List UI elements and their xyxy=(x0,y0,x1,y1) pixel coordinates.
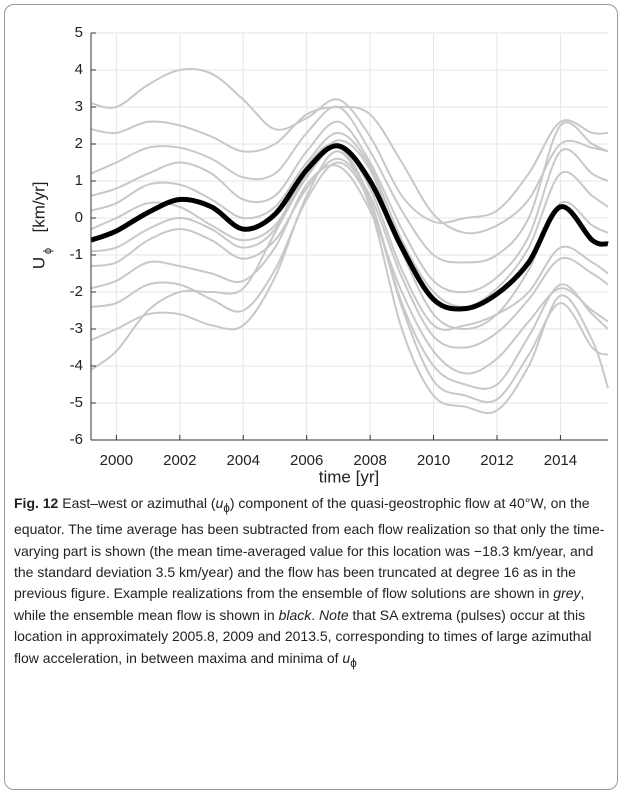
series-line xyxy=(90,143,609,312)
caption-symbol-sub: ϕ xyxy=(223,501,230,515)
caption-text: , while the ensemble mean flow is shown … xyxy=(14,585,585,623)
x-tick-label: 2000 xyxy=(100,452,133,469)
y-tick-label: -3 xyxy=(70,320,83,337)
y-tick-label: 5 xyxy=(75,24,83,41)
y-axis-label: U xyxy=(29,257,48,269)
caption-emph: Note xyxy=(319,606,349,623)
caption-symbol: u xyxy=(342,649,351,666)
lines xyxy=(90,68,609,415)
caption-emph: black xyxy=(278,606,312,623)
y-tick-label: -4 xyxy=(70,357,83,374)
y-axis-label-group: U ϕ [km/yr] xyxy=(29,182,53,270)
series-line xyxy=(90,105,609,235)
x-tick-label: 2010 xyxy=(417,452,450,469)
series-line xyxy=(90,139,609,330)
y-tick-label: 3 xyxy=(75,98,83,115)
series-line xyxy=(90,150,609,415)
y-tick-label: 2 xyxy=(75,135,83,152)
x-tick-label: 2012 xyxy=(480,452,513,469)
series-line xyxy=(90,120,609,294)
series-line xyxy=(90,164,609,375)
caption-text: that SA extrema (pulses) occur at this l… xyxy=(14,606,592,666)
y-axis-label-sub: ϕ xyxy=(42,248,54,254)
caption-text: . xyxy=(311,606,320,623)
series-line xyxy=(90,68,609,224)
y-tick-label: 1 xyxy=(75,172,83,189)
series-line xyxy=(90,105,609,264)
caption-text: ) component of the quasi-geostrophic flo… xyxy=(14,495,605,602)
x-tick-label: 2004 xyxy=(227,452,260,469)
figure-frame xyxy=(4,4,618,790)
series-line xyxy=(90,131,609,308)
series-line xyxy=(90,146,609,390)
y-tick-label: -2 xyxy=(70,283,83,300)
caption-symbol-sub: ϕ xyxy=(350,656,357,670)
caption-emph: grey xyxy=(553,585,581,602)
caption-text: East–west or azimuthal ( xyxy=(58,495,216,511)
x-axis-label: time [yr] xyxy=(319,467,379,486)
x-tick-label: 2008 xyxy=(353,452,386,469)
caption-label: Fig. 12 xyxy=(14,495,59,511)
x-tick-label: 2014 xyxy=(544,452,577,469)
x-tick-label: 2006 xyxy=(290,452,323,469)
chart: -6 -5 -4 -3 -2 -1 0 1 2 3 4 5 2000 2002 2004 2006 2008 20… xyxy=(29,24,609,486)
caption: Fig. 12 East–west or azimuthal (uϕ) comp… xyxy=(14,493,612,674)
y-tick-label: -5 xyxy=(70,394,83,411)
y-tick-label: 0 xyxy=(75,209,83,226)
x-tick-label: 2002 xyxy=(163,452,196,469)
y-tick-label: 4 xyxy=(75,61,83,78)
caption-symbol: u xyxy=(215,495,224,511)
axes: -6 -5 -4 -3 -2 -1 0 1 2 3 4 5 2000 2002 2004 2006 2008 20… xyxy=(70,24,608,469)
y-tick-label: -6 xyxy=(70,431,83,448)
y-axis-label-unit: [km/yr] xyxy=(29,182,48,233)
y-tick-label: -1 xyxy=(70,246,83,263)
grid xyxy=(91,32,608,441)
